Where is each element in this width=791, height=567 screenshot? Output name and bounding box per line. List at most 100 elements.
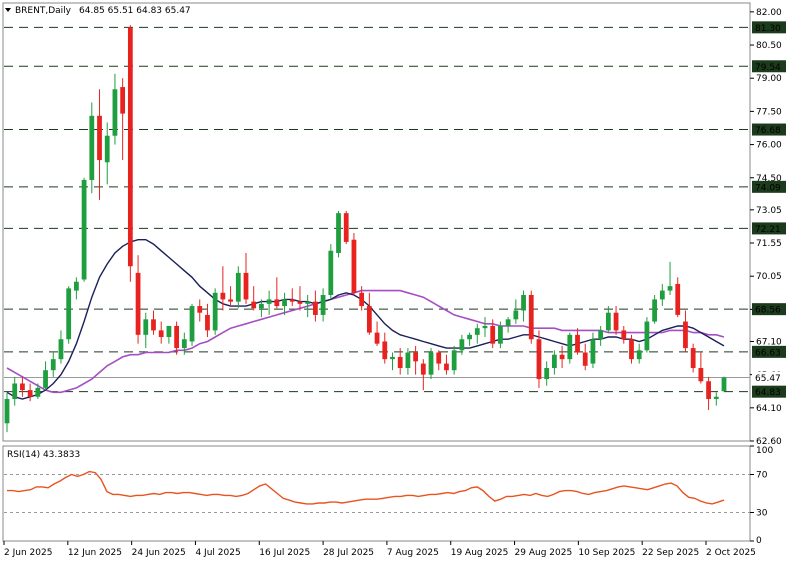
candle [675, 277, 681, 318]
candle [351, 233, 357, 295]
candle [528, 290, 534, 344]
candle-body [559, 354, 565, 360]
date-tick-label: 7 Aug 2025 [387, 548, 439, 558]
candle-body [104, 135, 110, 163]
candle-body [320, 295, 326, 315]
candle-body [151, 319, 156, 331]
candle-body [12, 383, 18, 399]
candle [127, 25, 133, 282]
candle [143, 312, 149, 349]
ohlc-values: 64.85 65.51 64.83 65.47 [79, 6, 191, 16]
level-tag-label: 79.54 [755, 63, 781, 73]
candle-body [127, 27, 133, 267]
price-tick-label: 76.00 [756, 141, 782, 151]
candle [690, 343, 696, 373]
price-tick-label: 74.50 [756, 174, 782, 184]
candle [312, 290, 318, 322]
candle [50, 352, 56, 377]
candle-body [690, 348, 696, 368]
rsi-panel-frame [2, 445, 751, 542]
candle-body [490, 325, 496, 344]
candle-body [297, 301, 303, 304]
candle-body [652, 299, 658, 322]
level-tag-label: 81.30 [755, 24, 781, 34]
candle-body [328, 250, 334, 295]
candle-body [482, 325, 488, 329]
candle [621, 325, 627, 344]
candle-body [613, 312, 619, 331]
candle-body [644, 321, 650, 351]
candle-body [521, 295, 526, 311]
candle [274, 277, 280, 309]
candle [474, 323, 480, 344]
candle [305, 295, 311, 318]
price-tick-label: 79.00 [756, 74, 782, 84]
candle [320, 288, 326, 322]
candle-body [197, 306, 203, 313]
candle-body [621, 330, 627, 340]
candle [104, 122, 110, 185]
candle [212, 288, 218, 335]
candle-body [498, 325, 503, 344]
candle [359, 286, 365, 311]
price-tick-label: 82.00 [756, 8, 782, 18]
candle-body [73, 281, 79, 291]
candle-body [390, 356, 395, 360]
candle [498, 321, 503, 349]
current-price-tag-label: 65.47 [755, 374, 781, 384]
candle-body [474, 328, 480, 335]
candle [544, 361, 550, 386]
price-tick-label: 80.50 [756, 41, 782, 51]
candle [605, 306, 611, 333]
candle [397, 348, 403, 375]
candle [683, 310, 688, 353]
candle-body [428, 352, 434, 375]
candle-body [89, 115, 95, 180]
candle [652, 295, 658, 324]
candle [328, 244, 334, 300]
candle [235, 266, 241, 309]
candles [4, 25, 727, 433]
level-tag-label: 76.68 [755, 126, 781, 136]
candle [698, 352, 704, 384]
level-tag-box [752, 180, 786, 193]
candle [266, 290, 272, 315]
candle-body [343, 213, 349, 242]
candle-body [451, 350, 457, 371]
candle [451, 345, 457, 375]
candle-body [289, 299, 295, 302]
candle-body [413, 352, 419, 362]
candle-body [659, 290, 665, 300]
candle-body [166, 325, 172, 338]
candle [27, 383, 33, 402]
level-tag: 72.21 [752, 222, 786, 235]
candle [374, 321, 380, 346]
candle [575, 328, 580, 355]
candle-body [135, 272, 141, 335]
date-axis: 2 Jun 2025 12 Jun 2025 24 Jun 2025 4 Jul 20… [3, 541, 756, 558]
candle-body [50, 359, 56, 371]
candle-body [667, 286, 673, 291]
candle [20, 376, 25, 397]
level-tag-box [752, 303, 786, 316]
candle [189, 303, 195, 346]
candle-body [66, 288, 72, 340]
level-tag-box [752, 60, 786, 73]
candle [166, 325, 172, 344]
candle-body [397, 356, 403, 368]
candle-body [706, 381, 711, 399]
candle [336, 210, 341, 258]
candle-body [189, 306, 195, 342]
candle-body [266, 299, 272, 304]
candle-body [20, 383, 25, 391]
candle [259, 299, 264, 318]
candle [513, 299, 519, 324]
collapse-triangle-icon[interactable] [5, 8, 11, 12]
rsi-line [7, 470, 725, 505]
level-tag-label: 68.56 [755, 306, 781, 316]
candle [436, 350, 442, 371]
candle-body [112, 89, 118, 136]
candle-body [305, 301, 311, 304]
level-tag: 64.83 [752, 385, 786, 398]
date-tick-label: 10 Sep 2025 [578, 548, 635, 558]
